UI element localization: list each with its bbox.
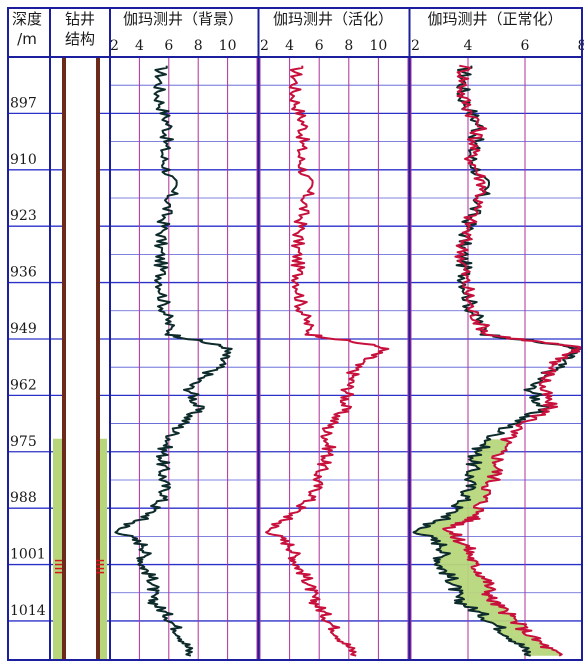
track-tick-label: 8 [344,38,353,54]
track-tick-label: 4 [285,38,294,54]
depth-label: 962 [10,377,37,393]
curve-normalized-background [412,65,582,657]
borehole [64,57,98,660]
activation-fill [413,439,562,656]
well-structure [53,57,107,660]
track-tick-label: 8 [578,38,584,54]
track2-title: 伽玛测井（活化） [273,10,393,28]
frame [7,7,583,661]
track3-title: 伽玛测井（正常化） [427,10,562,28]
track-tick-label: 2 [110,38,119,54]
track-tick-label: 8 [194,38,203,54]
track-tick-label: 2 [260,38,269,54]
depth-title-line2: /m [17,30,37,48]
depth-label: 897 [10,95,37,111]
depth-title-line1: 深度 [12,10,42,28]
curves [114,64,583,657]
track-tick-label: 4 [135,38,144,54]
depth-label: 949 [10,321,37,337]
track-tick-label: 10 [219,38,237,54]
track-tick-label: 10 [369,38,387,54]
depth-label: 975 [10,434,37,450]
track-tick-label: 4 [464,38,473,54]
track-tick-label: 6 [315,38,324,54]
outer-frame [7,7,583,661]
track-tick-label: 6 [164,38,173,54]
well-title-line1: 钻井 [65,10,95,28]
fill-areas [413,439,562,656]
track-tick-label: 2 [411,38,420,54]
depth-label: 1014 [10,603,46,619]
depth-label: 923 [10,208,37,224]
depth-label: 988 [10,490,37,506]
curve-background-background [114,65,233,657]
header: 深度 /m 钻井 结构 伽玛测井（背景） 伽玛测井（活化） 伽玛测井（正常化） [12,10,563,48]
track1-title: 伽玛测井（背景） [123,10,243,28]
curve-normalized-activated [442,64,583,657]
curve-activated-activated [265,65,390,657]
depth-label: 936 [10,265,37,281]
well-title-line2: 结构 [65,30,95,48]
depth-label: 910 [10,152,37,168]
depth-label: 1001 [10,547,46,563]
track-tick-label: 6 [521,38,530,54]
